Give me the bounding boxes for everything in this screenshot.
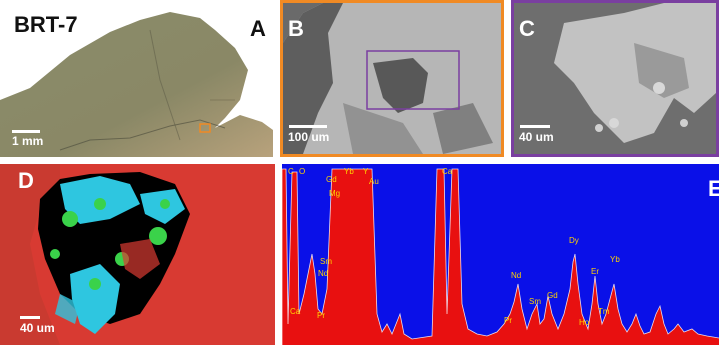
peak-label-o: O xyxy=(299,167,306,176)
sample-title: BRT-7 xyxy=(14,12,78,37)
eds-composite-map xyxy=(0,164,275,345)
panel-d: D 40 um xyxy=(0,164,275,345)
peak-label-sm: Sm xyxy=(320,257,332,266)
peak-label-gd-2: Gd xyxy=(547,291,558,300)
panel-letter-d: D xyxy=(18,168,34,193)
panel-c: C 40 um xyxy=(511,0,719,157)
scale-bar-c xyxy=(520,125,550,128)
scale-bar-b xyxy=(289,125,327,128)
scale-label-b: 100 um xyxy=(288,130,330,144)
peak-label-nd-2: Nd xyxy=(511,271,522,280)
panel-a: BRT-7 A 1 mm xyxy=(0,0,273,157)
panel-letter-a: A xyxy=(250,16,266,41)
peak-label-tm: Tm xyxy=(598,307,610,316)
sem-image-c xyxy=(514,3,716,154)
scale-label-c: 40 um xyxy=(519,130,554,144)
panel-b: B 100 um xyxy=(280,0,504,157)
peak-label-pr: Pr xyxy=(317,311,325,320)
sample-photo xyxy=(0,12,273,157)
panel-e: E C O Yb Y Gd Au Mg Ca Sm Nd Ca Pr Nd Sm… xyxy=(282,164,719,345)
peak-label-yb: Yb xyxy=(344,167,354,176)
peak-label-sm-2: Sm xyxy=(529,297,541,306)
sem-image-b xyxy=(283,3,501,154)
peak-label-au: Au xyxy=(369,177,379,186)
peak-label-mg: Mg xyxy=(329,189,341,198)
eds-spectrum xyxy=(282,164,719,345)
peak-label-pr-2: Pr xyxy=(504,316,512,325)
scale-bar-a xyxy=(12,130,40,133)
scale-label-d: 40 um xyxy=(20,321,55,335)
roi-box-orange xyxy=(199,123,211,133)
peak-label-dy: Dy xyxy=(569,236,579,245)
panel-letter-b: B xyxy=(288,16,304,41)
peak-label-nd: Nd xyxy=(318,269,329,278)
peak-label-ca-bottom: Ca xyxy=(290,307,301,316)
peak-label-ho: Ho xyxy=(579,318,590,327)
peak-label-c: C xyxy=(288,167,294,176)
scale-label-a: 1 mm xyxy=(12,134,44,148)
peak-label-ca-top: Ca xyxy=(442,167,453,176)
roi-box-purple xyxy=(366,50,460,110)
panel-letter-e: E xyxy=(708,176,719,201)
peak-label-er: Er xyxy=(591,267,599,276)
peak-label-gd: Gd xyxy=(326,175,337,184)
peak-label-y: Y xyxy=(363,167,369,176)
scale-bar-d xyxy=(20,316,40,319)
panel-letter-c: C xyxy=(519,16,535,41)
peak-label-yb-2: Yb xyxy=(610,255,620,264)
